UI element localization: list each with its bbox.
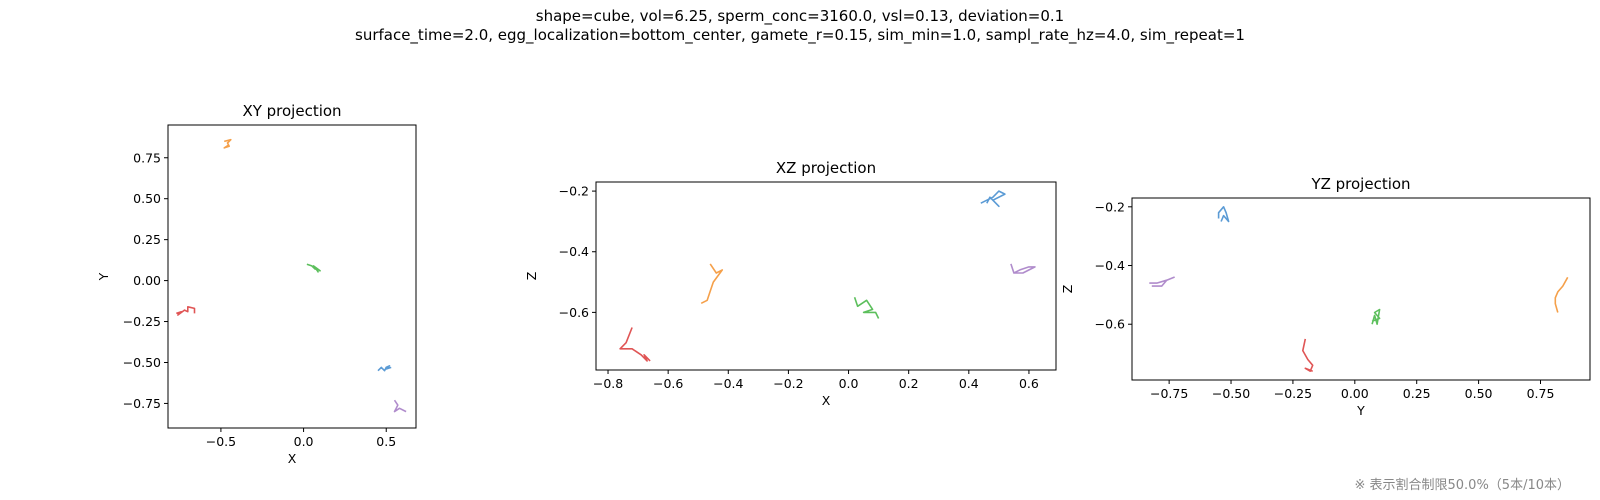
- subplot-2-x-tick-label: −0.2: [773, 376, 803, 391]
- subplot-3-x-tick-label: −0.50: [1212, 386, 1250, 401]
- subplot-1-y-tick-label: −0.25: [123, 314, 161, 329]
- subplot-2-x-tick-label: 0.6: [1019, 376, 1039, 391]
- display-ratio-footnote: ※ 表示割合制限50.0%（5本/10本）: [1354, 478, 1570, 493]
- subplot-1-axes-frame: [167, 124, 417, 429]
- subplot-3-y-tick-label: −0.4: [1095, 258, 1125, 273]
- subplot-2-title: XZ projection: [776, 159, 876, 177]
- subplot-1-x-axis-label: X: [288, 451, 297, 466]
- subplot-2-trajectory-purple: [1010, 263, 1036, 274]
- subplot-2-trajectory-red: [619, 327, 651, 362]
- subplot-2-x-tick-label: 0.4: [959, 376, 979, 391]
- subplot-2-trajectory-orange: [700, 263, 724, 305]
- subplot-1-x-tick-label: −0.5: [206, 434, 236, 449]
- subplot-2-x-tick-label: −0.6: [653, 376, 683, 391]
- subplot-2-y-tick-label: −0.4: [559, 244, 589, 259]
- subplot-3-title: YZ projection: [1310, 175, 1410, 193]
- subplot-2-x-tick-label: −0.4: [713, 376, 743, 391]
- subplot-1-trajectory-purple: [393, 399, 407, 413]
- subplot-1-x-tick-label: 0.5: [376, 434, 396, 449]
- subplot-2-y-tick-label: −0.6: [559, 305, 589, 320]
- subplot-2-x-axis-label: X: [822, 393, 831, 408]
- subplot-2-trajectory-green: [853, 296, 880, 319]
- subplot-3-trajectory-green: [1371, 308, 1381, 326]
- subplot-1-y-tick-label: 0.75: [133, 150, 161, 165]
- subplot-2-y-axis-label: Z: [524, 272, 539, 281]
- subplot-1-y-tick-label: −0.75: [123, 396, 161, 411]
- subplot-1-y-tick-label: 0.50: [133, 191, 161, 206]
- subplot-3-x-tick-label: 0.25: [1403, 386, 1431, 401]
- subplot-1-y-tick-label: 0.00: [133, 273, 161, 288]
- subplot-3-y-tick-label: −0.2: [1095, 199, 1125, 214]
- subplot-1-y-tick-label: −0.50: [123, 355, 161, 370]
- subplot-3-y-axis-label: Z: [1060, 285, 1075, 294]
- figure-suptitle-line-2: surface_time=2.0, egg_localization=botto…: [355, 26, 1245, 44]
- subplot-2-x-tick-label: −0.8: [593, 376, 623, 391]
- subplot-1-title: XY projection: [242, 102, 341, 120]
- subplot-3-x-tick-label: 0.75: [1527, 386, 1555, 401]
- subplot-3-x-tick-label: −0.75: [1150, 386, 1188, 401]
- subplot-1-trajectory-green: [306, 263, 321, 273]
- figure-suptitle-line-1: shape=cube, vol=6.25, sperm_conc=3160.0,…: [535, 7, 1065, 25]
- subplot-3-x-axis-label: Y: [1356, 403, 1365, 418]
- subplot-2-y-tick-label: −0.2: [559, 184, 589, 199]
- subplot-1-trajectory-red: [176, 305, 196, 316]
- subplot-1-y-axis-label: Y: [96, 272, 111, 281]
- subplot-1-y-tick-label: 0.25: [133, 232, 161, 247]
- subplot-3-x-tick-label: 0.50: [1465, 386, 1493, 401]
- subplot-3-axes-frame: [1131, 197, 1591, 381]
- subplot-2-axes-frame: [595, 181, 1057, 371]
- subplot-2-trajectory-blue: [980, 190, 1006, 208]
- subplot-1-x-tick-label: 0.0: [294, 434, 314, 449]
- subplot-1-trajectory-orange: [223, 138, 232, 149]
- subplot-3-trajectory-orange: [1554, 276, 1569, 313]
- subplot-3-trajectory-blue: [1217, 206, 1230, 223]
- subplot-3-x-tick-label: −0.25: [1274, 386, 1312, 401]
- subplot-2-x-tick-label: 0.2: [899, 376, 919, 391]
- subplot-3-y-tick-label: −0.6: [1095, 317, 1125, 332]
- subplot-3-x-tick-label: 0.00: [1341, 386, 1369, 401]
- subplot-3-trajectory-purple: [1149, 276, 1175, 287]
- subplot-2-x-tick-label: 0.0: [839, 376, 859, 391]
- subplot-1-trajectory-blue: [377, 364, 392, 372]
- subplot-3-trajectory-red: [1302, 338, 1314, 373]
